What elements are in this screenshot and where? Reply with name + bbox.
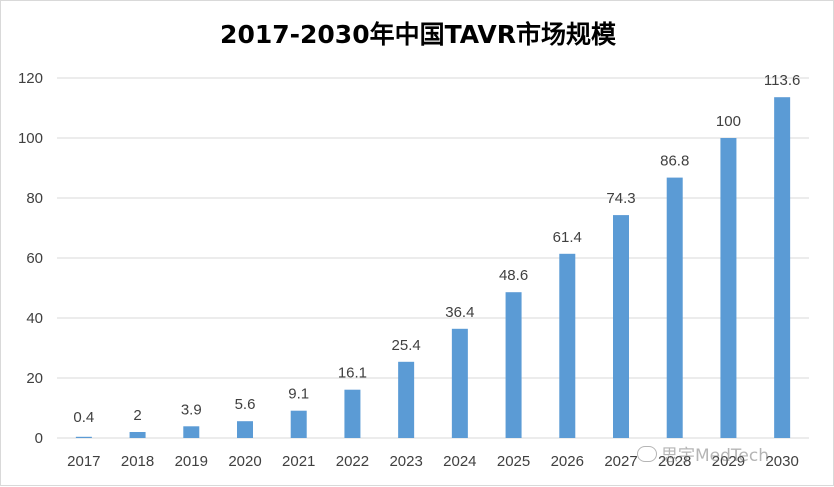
- x-tick-label: 2022: [336, 453, 369, 470]
- data-label: 36.4: [445, 304, 474, 321]
- data-label: 100: [716, 113, 741, 130]
- bar: [75, 436, 92, 438]
- y-tick-label: 40: [26, 310, 43, 327]
- x-tick-label: 2030: [765, 453, 798, 470]
- x-tick-label: 2027: [604, 453, 637, 470]
- watermark-text: 思宇MedTech: [661, 446, 769, 466]
- bar: [129, 432, 146, 438]
- data-label: 86.8: [660, 153, 689, 170]
- x-tick-label: 2025: [497, 453, 530, 470]
- data-labels: 0.4 2 3.9 5.6 9.1 16.1 25.4 36.4 48.6 61.4 74.3 86.…: [73, 72, 800, 426]
- data-label: 9.1: [288, 386, 309, 403]
- data-label: 61.4: [553, 229, 582, 246]
- data-label: 5.6: [235, 396, 256, 413]
- watermark: 思宇MedTech: [637, 441, 769, 466]
- bar: [344, 389, 361, 438]
- bar: [613, 215, 629, 438]
- bar: [290, 410, 307, 438]
- data-label: 3.9: [181, 401, 202, 418]
- data-label: 25.4: [392, 337, 421, 354]
- y-tick-label: 120: [18, 70, 43, 87]
- wechat-icon: [637, 445, 657, 462]
- x-tick-label: 2017: [67, 453, 100, 470]
- y-tick-label: 80: [26, 190, 43, 207]
- bar: [559, 253, 576, 438]
- x-tick-label: 2021: [282, 453, 315, 470]
- bars: [75, 97, 791, 438]
- y-tick-label: 20: [26, 370, 43, 387]
- x-tick-label: 2018: [121, 453, 154, 470]
- y-tick-label: 100: [18, 130, 43, 147]
- y-tick-label: 0: [35, 430, 43, 447]
- data-label: 113.6: [764, 72, 800, 89]
- bar: [666, 177, 683, 438]
- axes: 0 20 40 60 80 100 120 2017 2018 2019 2020 2021 2022 2…: [18, 70, 799, 470]
- data-label: 48.6: [499, 267, 528, 284]
- bar: [720, 138, 737, 438]
- x-tick-label: 2019: [175, 453, 208, 470]
- bar: [183, 426, 200, 438]
- x-tick-label: 2029: [712, 453, 745, 470]
- y-tick-label: 60: [26, 250, 43, 267]
- data-label: 16.1: [338, 365, 367, 382]
- bar: [398, 361, 415, 438]
- bar: [774, 97, 791, 438]
- x-tick-label: 2020: [228, 453, 261, 470]
- bar: [505, 292, 522, 438]
- x-tick-label: 2024: [443, 453, 476, 470]
- x-tick-label: 2023: [389, 453, 422, 470]
- data-label: 2: [133, 407, 141, 424]
- x-tick-label: 2028: [658, 453, 691, 470]
- data-label: 0.4: [73, 409, 94, 426]
- gridlines: [57, 77, 809, 439]
- bar: [237, 421, 253, 438]
- bar: [451, 328, 468, 438]
- data-label: 74.3: [606, 190, 635, 207]
- chart-title: 2017-2030年中国TAVR市场规模: [220, 20, 616, 49]
- x-tick-label: 2026: [551, 453, 584, 470]
